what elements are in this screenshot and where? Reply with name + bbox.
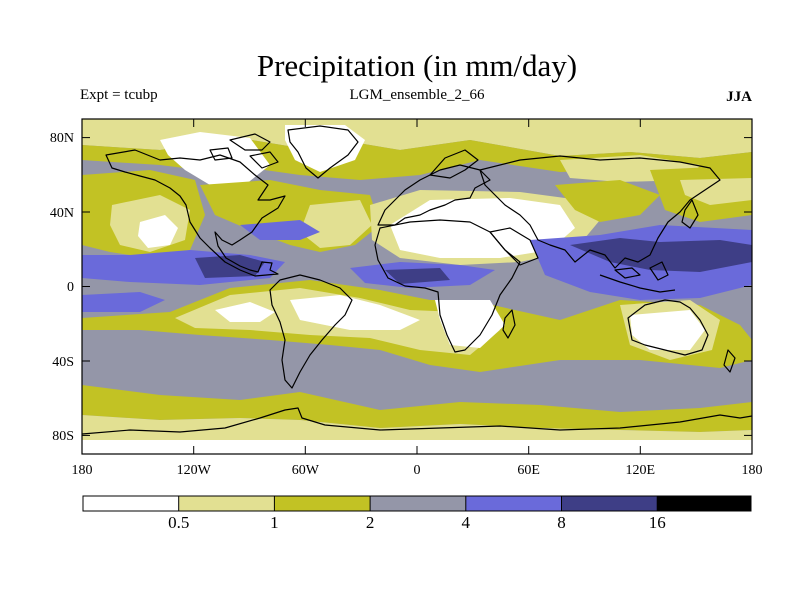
- lat-label-0: 0: [67, 280, 74, 295]
- lon-ticks: [193, 119, 641, 454]
- field-monsoon-dark: [570, 238, 752, 272]
- lon-label-60e: 60E: [517, 463, 540, 478]
- field-ssub-dry-pacific: [215, 302, 275, 322]
- coast-new-zealand: [723, 349, 736, 373]
- field-canada-dry: [160, 132, 270, 185]
- lat-label-80s: 80S: [52, 429, 74, 444]
- field-australia-dry: [630, 310, 705, 350]
- coast-japan: [681, 199, 699, 229]
- colorbar-bin-1: [83, 496, 179, 511]
- precipitation-map: [82, 119, 752, 454]
- field-natlantic-light: [300, 200, 372, 248]
- colorbar-bin-7: [657, 496, 751, 511]
- field-atlantic-itcz-dark: [385, 268, 450, 284]
- coast-europe: [377, 164, 491, 226]
- colorbar-tick-2: 2: [366, 513, 375, 532]
- colorbar-tick-8: 8: [557, 513, 566, 532]
- field-namerica-wet: [240, 220, 320, 240]
- colorbar-frame: [82, 495, 752, 512]
- coast-antarctica: [82, 407, 752, 435]
- colorbar-bin-6: [561, 496, 658, 511]
- lon-label-120e: 120E: [626, 463, 656, 478]
- season-label: JJA: [726, 89, 752, 105]
- field-ssub-dry-atlantic: [290, 295, 420, 330]
- lon-label-0: 0: [414, 463, 421, 478]
- coast-scandinavia: [429, 149, 479, 179]
- coast-greenland: [287, 125, 359, 179]
- colorbar-bin-3: [274, 496, 371, 511]
- coast-australia: [627, 299, 709, 356]
- field-spacific-wet: [82, 292, 165, 312]
- lon-label-60w: 60W: [292, 463, 320, 478]
- field-asia-green: [555, 180, 660, 222]
- colorbar-tick-4: 4: [462, 513, 471, 532]
- coast-arabia: [489, 227, 539, 266]
- coast-south-america: [269, 274, 353, 389]
- ensemble-label: LGM_ensemble_2_66: [350, 87, 485, 103]
- lat-label-80n: 80N: [50, 131, 74, 146]
- field-npacific-dry: [138, 215, 178, 248]
- lat-ticks: [82, 137, 752, 436]
- colorbar-bin-4: [370, 496, 466, 511]
- coast-arctic-islands: [209, 133, 279, 169]
- field-southern-green: [82, 385, 752, 432]
- field-itcz-dark-east: [195, 255, 265, 278]
- colorbar-bin-2: [178, 496, 275, 511]
- chart-title: Precipitation (in mm/day): [257, 48, 577, 83]
- colorbar-tick-16: 16: [649, 513, 666, 532]
- lat-label-40n: 40N: [50, 206, 74, 221]
- lon-label-120w: 120W: [177, 463, 212, 478]
- lon-label-180e: 180: [742, 463, 763, 478]
- coastlines: [82, 125, 752, 435]
- coast-africa: [374, 219, 521, 353]
- lon-label-180w: 180: [72, 463, 93, 478]
- colorbar: 0.5 1 2 4 8 16: [82, 495, 752, 532]
- colorbar-tick-1: 1: [270, 513, 279, 532]
- field-east-asia-light: [680, 178, 752, 205]
- coast-madagascar: [502, 309, 516, 339]
- colorbar-tick-0-5: 0.5: [168, 513, 189, 532]
- coast-indonesia: [599, 261, 676, 293]
- coast-asia: [479, 155, 721, 269]
- experiment-label: Expt = tcubp: [80, 87, 158, 103]
- colorbar-bin-5: [465, 496, 562, 511]
- field-arctic-light: [82, 119, 752, 158]
- field-greenland-dry: [285, 125, 365, 172]
- coast-north-america: [105, 149, 286, 277]
- lat-label-40s: 40S: [52, 355, 74, 370]
- field-ssub-dry-africa: [435, 300, 505, 348]
